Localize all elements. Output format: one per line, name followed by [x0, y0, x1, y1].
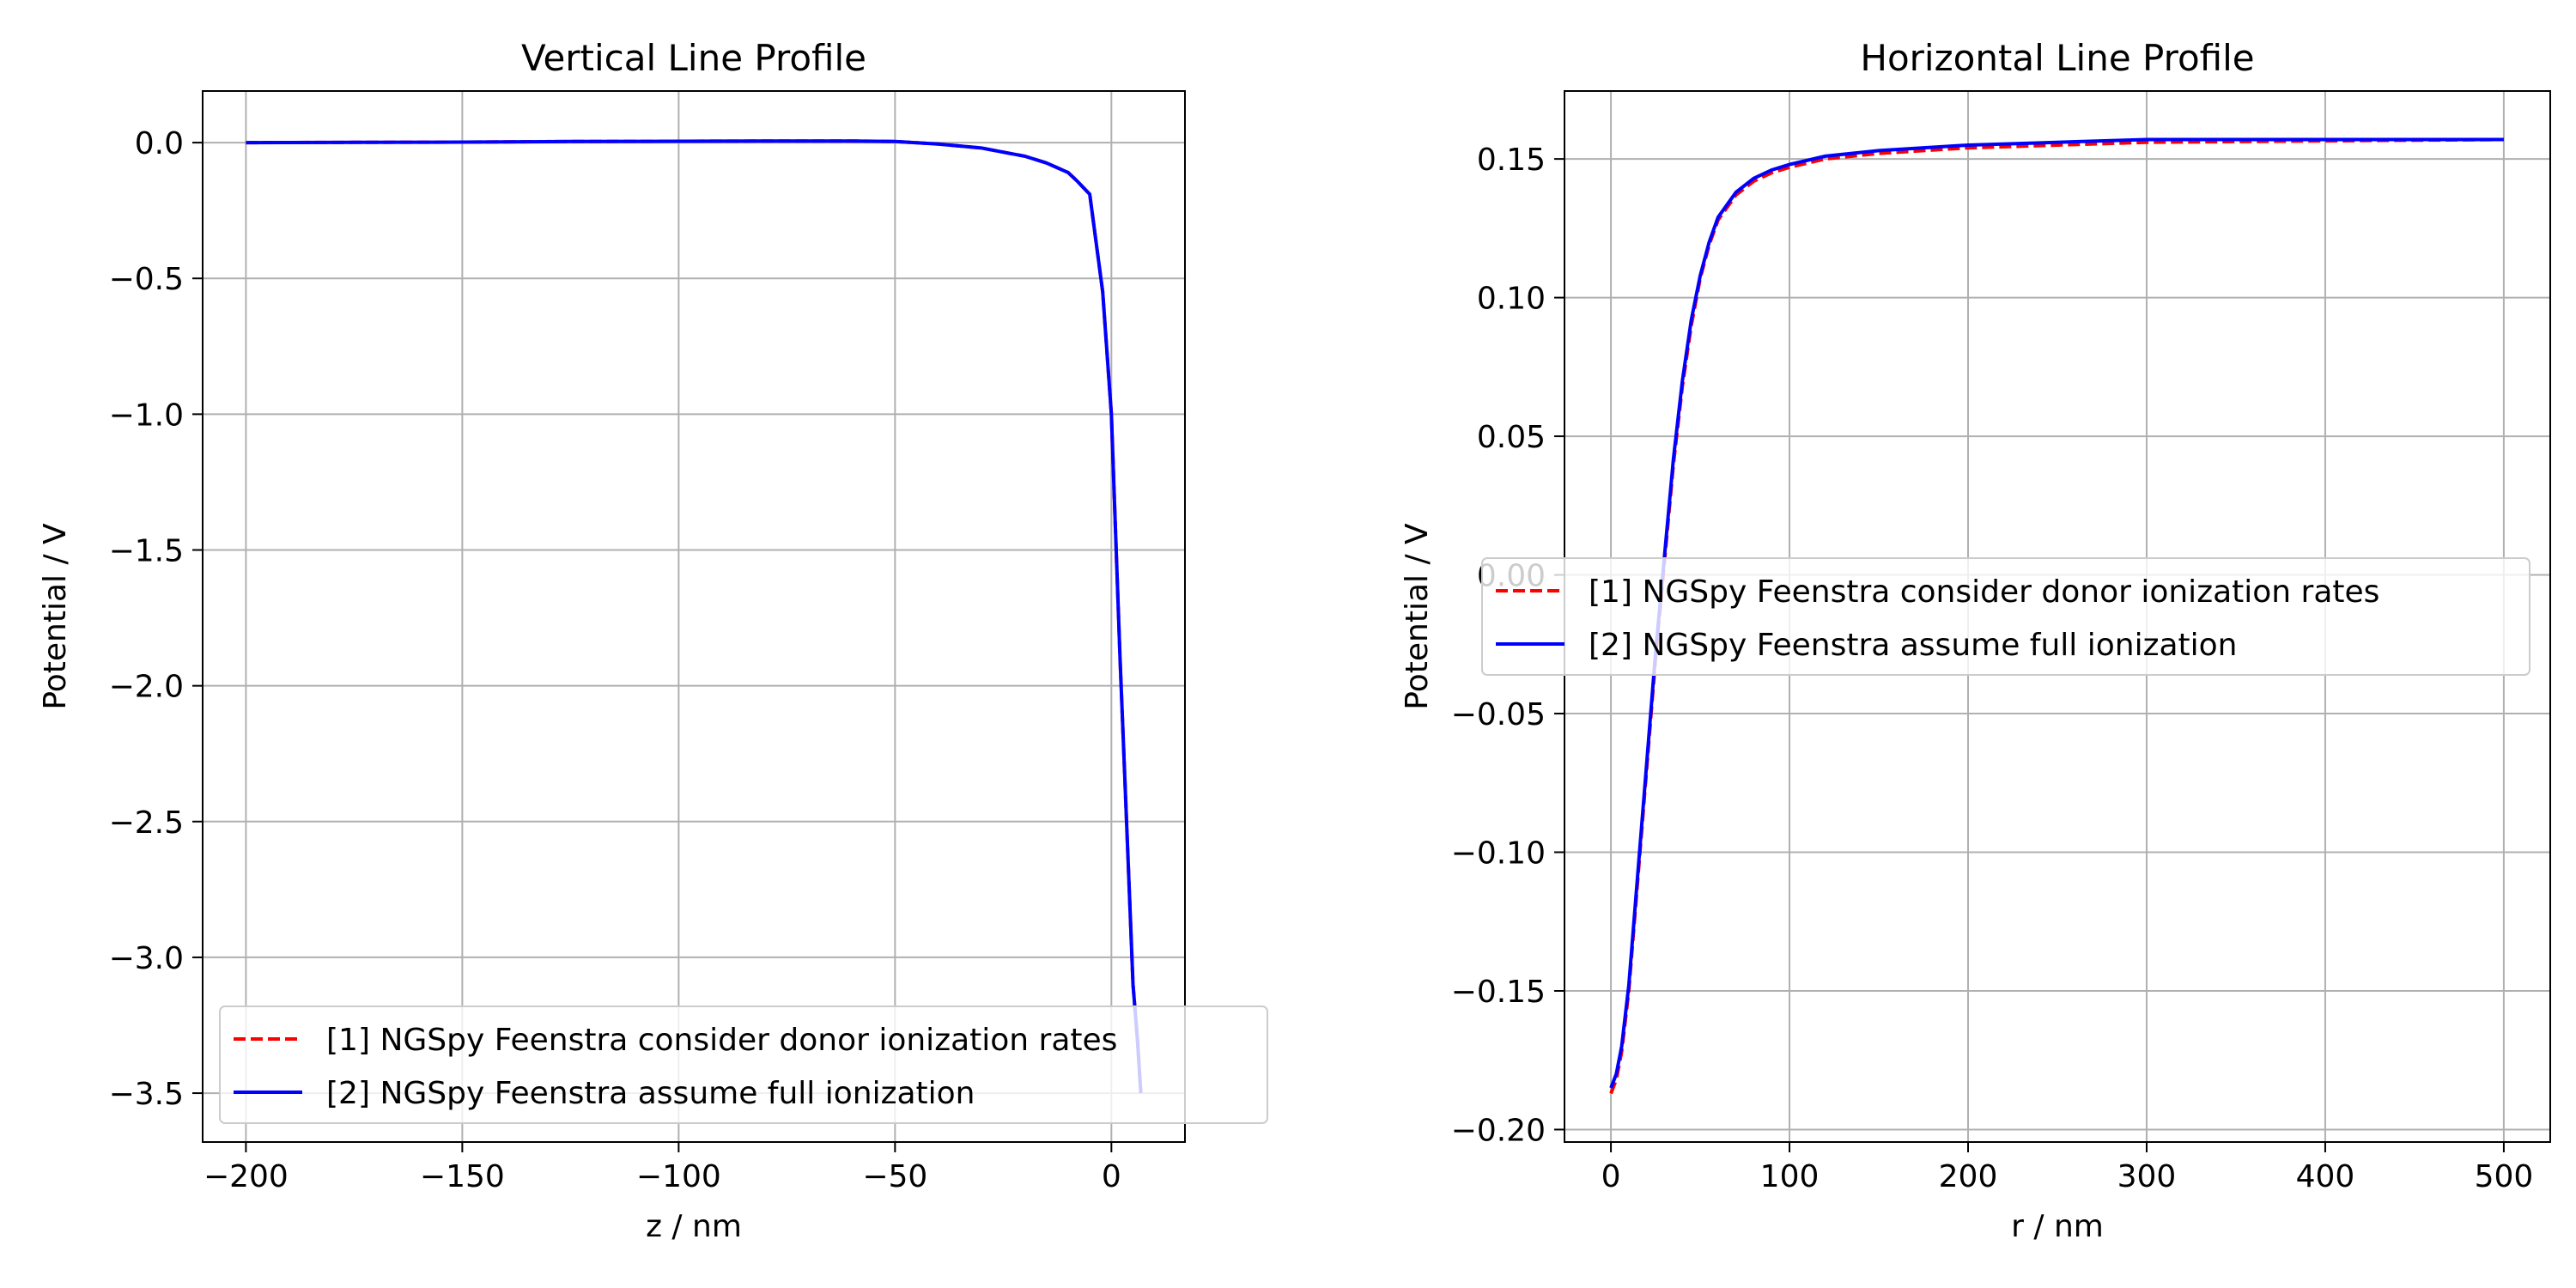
x-tick-label: 500	[2475, 1159, 2534, 1194]
horizontal-chart-title: Horizontal Line Profile	[1860, 37, 2254, 79]
y-tick-label: −2.0	[109, 670, 184, 705]
x-tick-label: −200	[204, 1159, 289, 1194]
vertical-grid	[203, 91, 1185, 1142]
vertical-legend-label-2: [2] NGSpy Feenstra assume full ionizatio…	[326, 1076, 975, 1111]
y-tick-label: 0.0	[135, 126, 184, 161]
horizontal-series-lines	[1609, 137, 2504, 1095]
y-tick-label: −0.20	[1451, 1113, 1546, 1148]
vertical-y-axis-label: Potential / V	[38, 523, 73, 710]
series-line-2	[1609, 137, 2504, 1089]
x-tick-label: 200	[1939, 1159, 1998, 1194]
y-tick-label: −3.5	[109, 1077, 184, 1112]
vertical-legend-label-1: [1] NGSpy Feenstra consider donor ioniza…	[326, 1023, 1117, 1058]
horizontal-y-axis-label: Potential / V	[1400, 523, 1435, 710]
x-tick-label: 400	[2296, 1159, 2355, 1194]
horizontal-legend: [1] NGSpy Feenstra consider donor ioniza…	[1481, 557, 2530, 676]
vertical-profile-chart: −200 −150 −100 −50 0 0.0 −0.5 −1.0 −1.5 −2.0 −2.5…	[38, 37, 1268, 1244]
y-tick-label: −1.5	[109, 534, 184, 569]
x-tick-label: −150	[420, 1159, 505, 1194]
x-tick-label: 300	[2117, 1159, 2177, 1194]
y-tick-label: −0.15	[1451, 975, 1546, 1010]
vertical-chart-title: Vertical Line Profile	[521, 37, 866, 79]
x-tick-label: 100	[1760, 1159, 1820, 1194]
horizontal-x-axis-label: r / nm	[2011, 1209, 2104, 1244]
y-tick-label: −0.5	[109, 262, 184, 297]
horizontal-legend-label-2: [2] NGSpy Feenstra assume full ionizatio…	[1589, 628, 2238, 663]
y-tick-label: −0.05	[1451, 697, 1546, 732]
vertical-plot-frame	[202, 90, 1186, 1143]
vertical-series-lines	[246, 139, 1143, 1094]
y-tick-label: 0.10	[1477, 282, 1546, 317]
series-line-2	[246, 139, 1143, 1094]
vertical-x-ticks: −200 −150 −100 −50 0	[204, 1142, 1121, 1194]
horizontal-legend-label-1: [1] NGSpy Feenstra consider donor ioniza…	[1589, 574, 2379, 610]
vertical-legend-box	[219, 1005, 1268, 1124]
x-tick-label: 0	[1601, 1159, 1621, 1194]
horizontal-legend-box	[1481, 557, 2530, 676]
y-tick-label: −1.0	[109, 398, 184, 433]
y-tick-label: −0.10	[1451, 836, 1546, 872]
x-tick-label: −50	[862, 1159, 927, 1194]
y-tick-label: −3.0	[109, 941, 184, 976]
x-tick-label: 0	[1102, 1159, 1121, 1194]
vertical-legend: [1] NGSpy Feenstra consider donor ioniza…	[219, 1005, 1268, 1124]
x-tick-label: −100	[636, 1159, 721, 1194]
y-tick-label: −2.5	[109, 805, 184, 841]
y-tick-label: 0.05	[1477, 420, 1546, 455]
vertical-x-axis-label: z / nm	[646, 1209, 742, 1244]
horizontal-x-ticks: 0 100 200 300 400 500	[1601, 1142, 2534, 1194]
vertical-y-ticks: 0.0 −0.5 −1.0 −1.5 −2.0 −2.5 −3.0 −3.5	[109, 126, 203, 1112]
y-tick-label: 0.15	[1477, 143, 1546, 178]
